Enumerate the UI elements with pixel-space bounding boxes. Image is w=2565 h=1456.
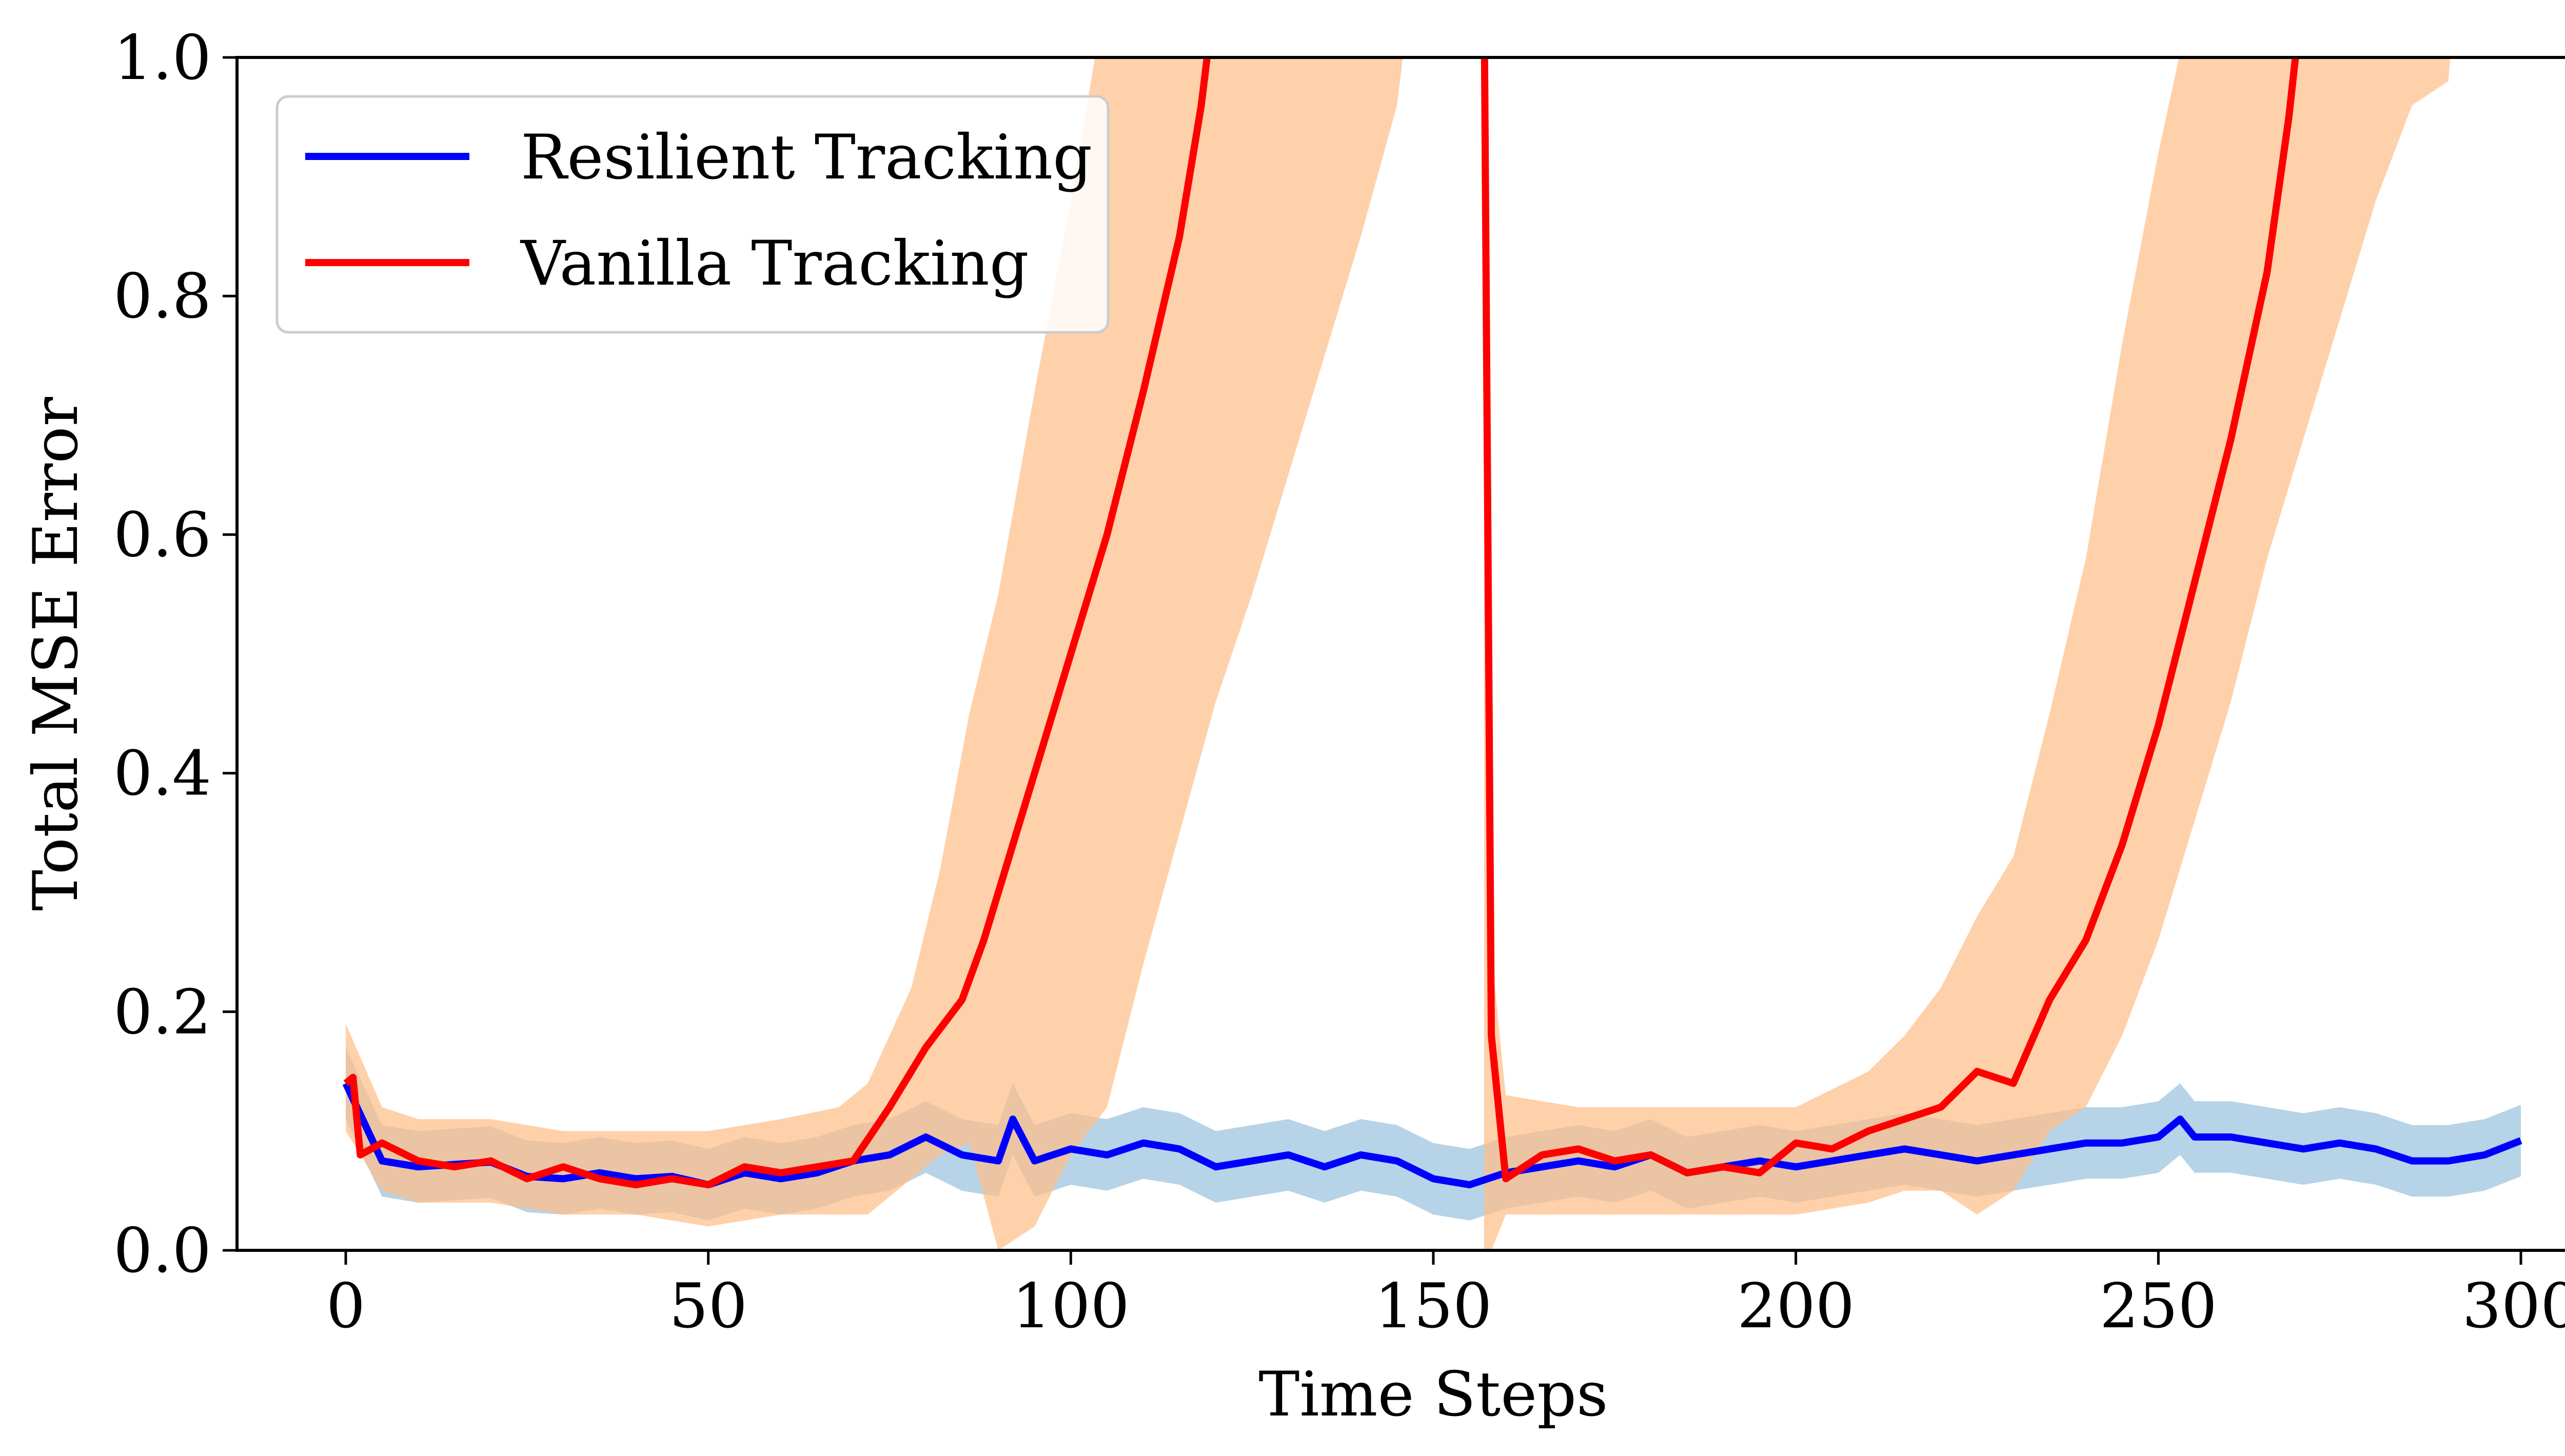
y-tick-label: 0.8 [113, 261, 211, 332]
line-vanilla-segment-0 [343, 57, 1211, 1189]
legend: Resilient Tracking Vanilla Tracking [275, 95, 1110, 334]
y-tick-label: 0.6 [113, 500, 211, 571]
y-tick-label: 1.0 [113, 23, 211, 94]
y-tick-label: 0.4 [113, 739, 211, 810]
confidence-bands [346, 57, 2521, 1250]
x-tick-label: 200 [1737, 1271, 1854, 1342]
line-vanilla-segment-1 [1481, 57, 2299, 1183]
y-tick-label: 0.2 [113, 977, 211, 1048]
x-tick-label: 150 [1374, 1271, 1492, 1342]
y-tick-label: 0.0 [113, 1215, 211, 1287]
series-lines [342, 57, 2522, 1189]
band-vanilla-0 [346, 57, 1403, 1250]
legend-label-resilient: Resilient Tracking [521, 122, 1092, 193]
y-axis-title: Total MSE Error [21, 396, 92, 911]
x-axis-title: Time Steps [1258, 1359, 1608, 1430]
x-tick-label: 300 [2462, 1271, 2565, 1342]
x-tick-label: 100 [1012, 1271, 1130, 1342]
x-tick-label: 0 [326, 1271, 365, 1342]
legend-box [275, 95, 1110, 334]
band-vanilla-1 [1484, 57, 2451, 1250]
x-tick-label: 50 [669, 1271, 747, 1342]
x-tick-label: 250 [2100, 1271, 2217, 1342]
axis-ticks: 0 50 100 150 200 250 300 0.0 0.2 0.4 0.6 0.8 1.0 [113, 23, 2565, 1342]
legend-label-vanilla: Vanilla Tracking [520, 228, 1029, 300]
